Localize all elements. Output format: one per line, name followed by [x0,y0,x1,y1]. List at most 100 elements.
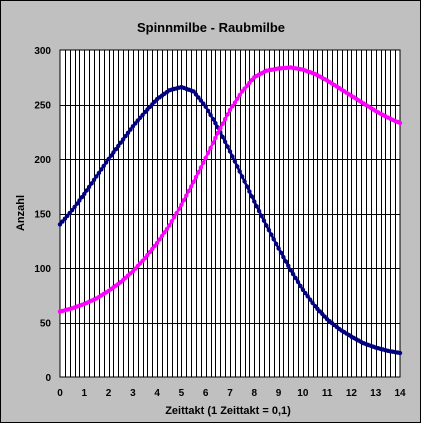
data-point [145,252,150,258]
chart-title: Spinnmilbe - Raubmilbe [137,20,285,35]
data-point [91,177,97,183]
data-point [222,116,228,122]
data-point [239,89,245,94]
data-point [152,243,157,249]
series-layer [57,65,403,356]
data-point [259,213,264,219]
data-point [232,100,238,105]
data-point [106,156,111,162]
data-point [111,150,116,155]
data-point [276,246,281,251]
data-point [142,256,148,261]
data-point [208,112,213,118]
data-point [295,279,301,285]
y-tick-label: 50 [40,319,52,330]
data-point [300,287,306,292]
data-point [242,179,247,184]
data-point [307,297,313,302]
data-point [269,232,274,237]
y-axis-label: Anzahl [15,195,27,231]
data-point [227,149,233,154]
data-point [397,350,403,356]
data-point [254,204,259,209]
data-point [99,167,104,172]
horizontal-gridlines [60,105,400,324]
data-point [77,198,82,203]
data-point [191,179,196,185]
data-point [167,223,172,228]
data-point [101,163,106,169]
data-point [247,80,252,86]
data-point [79,195,85,200]
data-point [205,150,211,156]
data-point [181,198,187,203]
data-point [218,126,223,131]
data-point [225,112,230,117]
data-point [193,174,199,180]
data-point [84,188,89,193]
plot-border [59,49,401,378]
x-tick-label: 3 [130,388,136,399]
x-tick-label: 14 [394,388,406,399]
vertical-gridlines [65,50,396,377]
x-tick-label: 4 [154,388,160,399]
data-point [208,145,213,151]
x-tick-label: 6 [203,388,209,399]
data-point [235,96,240,102]
data-point [239,174,245,179]
data-point [264,223,269,228]
data-point [205,108,211,114]
data-point [96,170,102,176]
data-point [213,135,218,141]
data-point [198,165,204,170]
data-point [193,92,199,97]
y-tick-label: 0 [45,373,51,384]
data-point [235,164,240,169]
data-point [256,208,262,214]
data-point [290,271,296,277]
data-point [305,294,310,299]
data-point [113,147,119,152]
data-point [210,140,216,146]
data-point [237,169,242,174]
data-point [203,104,208,109]
data-point [293,275,298,281]
data-point [94,174,99,179]
data-point [176,206,182,212]
x-tick-label: 1 [82,388,88,399]
data-point [225,144,230,149]
data-point [191,89,196,94]
y-tick-label: 250 [34,101,51,112]
data-point [72,204,77,210]
y-tick-label: 100 [34,264,51,275]
data-point [171,215,177,220]
data-point [133,121,138,126]
data-point [303,290,308,296]
data-point [203,155,208,161]
data-point [196,170,201,175]
data-point [162,230,167,235]
x-tick-label: 7 [227,388,233,399]
y-tick-label: 300 [34,46,51,57]
data-point [201,101,206,106]
data-point [60,219,65,224]
data-point [159,233,165,239]
data-point [210,116,216,122]
y-tick-label: 150 [34,210,51,221]
x-tick-label: 9 [276,388,282,399]
data-point [220,121,225,126]
data-point [82,191,87,197]
data-point [69,208,75,213]
x-tick-labels: 0 1 2 3 4 5 6 7 8 9 10 11 12 13 14 [57,388,406,399]
data-point [397,120,403,126]
data-point [116,143,121,149]
data-point [179,202,184,207]
data-point [150,246,155,252]
data-point [288,268,293,273]
x-tick-label: 10 [297,388,309,399]
x-tick-label: 5 [179,388,185,399]
x-tick-label: 11 [322,388,333,399]
data-point [123,133,128,139]
data-point [128,127,133,132]
